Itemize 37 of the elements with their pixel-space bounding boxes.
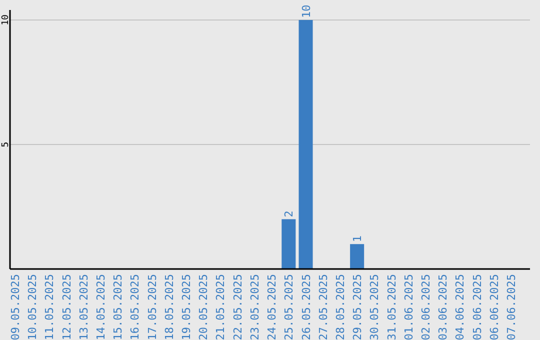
x-tick-label: 19.05.2025 [180,274,194,340]
x-tick-label: 18.05.2025 [162,274,176,340]
x-tick-label: 28.05.2025 [334,274,347,340]
x-tick-label: 01.06.2025 [402,274,416,340]
x-tick-label: 17.05.2025 [146,274,159,340]
bar [282,219,296,269]
x-tick-label: 07.06.2025 [504,274,518,340]
x-tick-label: 20.05.2025 [197,274,210,340]
x-tick-label: 26.05.2025 [300,274,313,340]
x-tick-label: 16.05.2025 [128,274,142,340]
x-tick-label: 29.05.2025 [351,274,364,340]
data-label: 1 [351,235,364,242]
x-tick-label: 22.05.2025 [231,274,244,340]
x-tick-label: 06.06.2025 [488,274,501,340]
x-tick-label: 03.06.2025 [436,274,450,340]
x-tick-label: 23.05.2025 [248,274,262,340]
x-tick-label: 21.05.2025 [214,274,228,340]
x-tick-label: 30.05.2025 [368,274,382,340]
data-label: 2 [282,210,296,218]
bar [298,20,313,269]
x-tick-label: 02.06.2025 [419,274,432,340]
x-tick-label: 13.05.2025 [77,274,90,340]
data-label: 10 [300,4,313,18]
x-tick-label: 05.06.2025 [470,274,484,340]
x-tick-label: 24.05.2025 [266,274,279,340]
x-tick-label: 14.05.2025 [94,274,108,340]
x-tick-label: 25.05.2025 [282,274,296,340]
x-tick-label: 04.06.2025 [454,274,467,340]
x-tick-label: 15.05.2025 [112,274,125,340]
x-tick-label: 12.05.2025 [60,274,74,340]
x-tick-label: 11.05.2025 [43,274,56,340]
x-tick-label: 31.05.2025 [385,274,398,340]
bar [350,244,364,269]
y-tick-label: 5 [1,142,11,148]
x-tick-label: 10.05.2025 [26,274,40,340]
x-tick-label: 27.05.2025 [316,274,330,340]
x-tick-label: 09.05.2025 [9,274,22,340]
